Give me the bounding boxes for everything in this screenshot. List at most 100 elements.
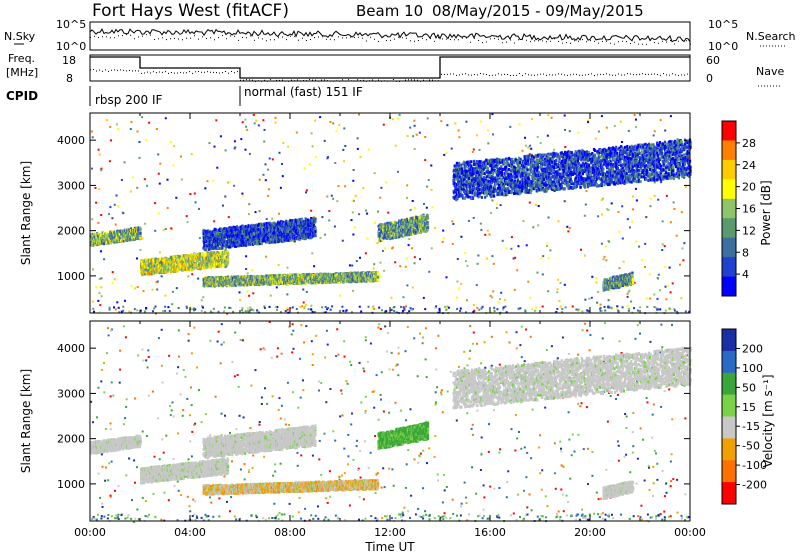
noise-cell	[621, 237, 624, 240]
nave-point	[102, 70, 103, 72]
noise-cell	[595, 277, 598, 280]
noise-cell	[166, 178, 169, 181]
nave-point	[591, 73, 592, 75]
noise-cell	[661, 249, 664, 251]
noise-cell	[682, 259, 685, 262]
noise-cell	[376, 242, 379, 245]
noise-cell	[485, 257, 488, 260]
nave-point	[177, 72, 178, 74]
noise-cell	[564, 128, 566, 131]
noise-cell	[391, 118, 394, 121]
near-range-cell	[424, 308, 427, 311]
noise-cell	[666, 284, 669, 287]
nave-point	[624, 74, 625, 76]
noise-cell	[115, 194, 118, 197]
noise-cell	[412, 135, 415, 138]
near-range-cell	[531, 308, 533, 310]
noise-cell	[500, 291, 503, 294]
noise-cell	[171, 290, 174, 293]
noise-cell	[158, 182, 161, 185]
noise-cell	[334, 162, 337, 164]
near-range-cell	[653, 306, 656, 308]
near-range-cell	[244, 310, 247, 313]
noise-cell	[356, 137, 359, 140]
noise-cell	[248, 213, 250, 216]
noise-cell	[644, 242, 647, 245]
nave-point	[609, 74, 610, 76]
noise-cell	[547, 257, 550, 260]
nave-point	[192, 72, 193, 74]
near-range-cell	[274, 305, 277, 308]
near-range-cell	[108, 306, 111, 309]
nave-point	[336, 80, 337, 82]
noise-cell	[490, 211, 492, 214]
noise-cell	[381, 249, 384, 252]
noise-cell	[525, 244, 528, 247]
nave-point	[153, 71, 154, 73]
noise-cell	[480, 228, 483, 231]
nave-point	[630, 73, 631, 75]
nave-point	[141, 72, 142, 74]
noise-cell	[302, 301, 305, 304]
noise-cell	[371, 307, 373, 310]
noise-cell	[329, 121, 332, 123]
noise-cell	[278, 212, 281, 215]
noise-cell	[95, 201, 98, 204]
noise-cell	[143, 178, 146, 181]
noise-cell	[539, 142, 542, 144]
near-range-cell	[200, 309, 203, 312]
noise-cell	[311, 252, 314, 255]
noise-cell	[475, 284, 478, 287]
noise-cell	[466, 264, 469, 267]
noise-cell	[467, 219, 470, 222]
echo-cell	[260, 242, 263, 246]
noise-cell	[394, 144, 397, 147]
noise-cell	[627, 129, 630, 132]
nave-point	[330, 80, 331, 82]
noise-cell	[536, 136, 539, 138]
nave-point	[396, 80, 397, 82]
noise-cell	[499, 298, 501, 301]
nave-point	[588, 74, 589, 75]
nave-point	[420, 80, 421, 82]
noise-cell	[279, 186, 282, 189]
noise-cell	[324, 233, 326, 236]
near-range-cell	[191, 308, 194, 311]
near-range-cell	[519, 307, 522, 310]
noise-cell	[418, 131, 421, 134]
nave-tick-top: 60	[706, 54, 720, 67]
noise-cell	[136, 286, 139, 288]
nave-point	[387, 80, 388, 82]
nave-point	[333, 80, 334, 82]
noise-cell	[411, 286, 414, 289]
noise-cell	[566, 225, 569, 228]
nave-point	[258, 80, 259, 82]
noise-cell	[250, 269, 253, 271]
nave-point	[606, 73, 607, 75]
noise-cell	[204, 187, 207, 190]
noise-cell	[258, 210, 261, 213]
nave-point	[540, 73, 541, 75]
nave-point	[144, 72, 145, 74]
noise-cell	[404, 265, 407, 268]
noise-cell	[407, 244, 410, 247]
noise-cell	[559, 282, 562, 284]
noise-cell	[100, 295, 103, 298]
noise-cell	[557, 278, 560, 281]
nave-point	[207, 71, 208, 73]
near-range-cell	[93, 310, 95, 313]
nave-point	[384, 80, 385, 82]
nave-point	[120, 69, 121, 71]
noise-cell	[547, 216, 550, 219]
near-range-cell	[659, 308, 662, 311]
noise-cell	[98, 277, 101, 280]
near-range-cell	[250, 308, 253, 311]
noise-cell	[146, 184, 149, 187]
noise-cell	[409, 126, 412, 129]
near-range-cell	[604, 309, 607, 312]
nave-point	[687, 73, 688, 75]
echo-cell	[139, 236, 142, 240]
noise-cell	[585, 190, 588, 193]
noise-cell	[130, 284, 133, 287]
noise-cell	[488, 233, 491, 236]
